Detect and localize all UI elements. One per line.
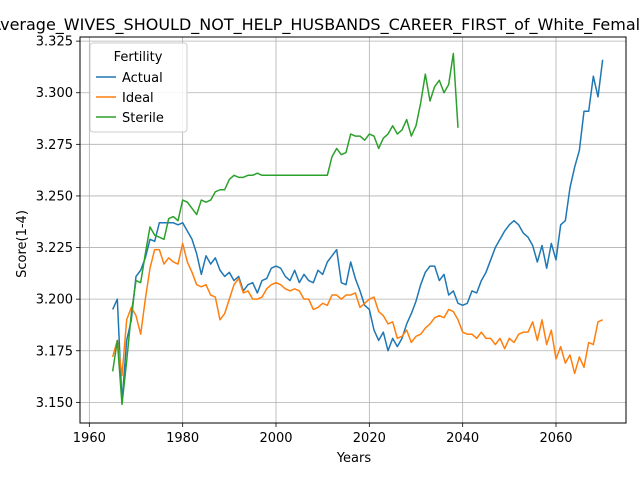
x-tick-label: 1980: [166, 431, 199, 446]
y-axis-label: Score(1-4): [15, 210, 30, 278]
y-tick-label: 3.250: [36, 189, 73, 204]
y-tick-label: 3.300: [36, 86, 73, 101]
y-tick-label: 3.225: [36, 241, 73, 256]
y-tick-label: 3.200: [36, 293, 73, 308]
legend-label-actual: Actual: [122, 71, 163, 86]
x-axis-label: Years: [336, 451, 372, 466]
x-tick-label: 2000: [259, 431, 292, 446]
legend-label-ideal: Ideal: [122, 91, 154, 106]
y-tick-label: 3.275: [36, 138, 73, 153]
chart-title: Average_WIVES_SHOULD_NOT_HELP_HUSBANDS_C…: [0, 15, 640, 35]
x-tick-label: 2020: [353, 431, 386, 446]
legend: Fertility Actual Ideal Sterile: [90, 43, 187, 132]
legend-title: Fertility: [114, 50, 163, 65]
x-tick-label: 2040: [446, 431, 479, 446]
y-tick-label: 3.150: [36, 396, 73, 411]
y-tick-label: 3.175: [36, 344, 73, 359]
series-line-ideal: [113, 243, 603, 375]
y-tick-label: 3.325: [36, 35, 73, 50]
x-tick-label: 1960: [73, 431, 106, 446]
x-tick-label: 2060: [539, 431, 572, 446]
legend-label-sterile: Sterile: [122, 111, 164, 126]
